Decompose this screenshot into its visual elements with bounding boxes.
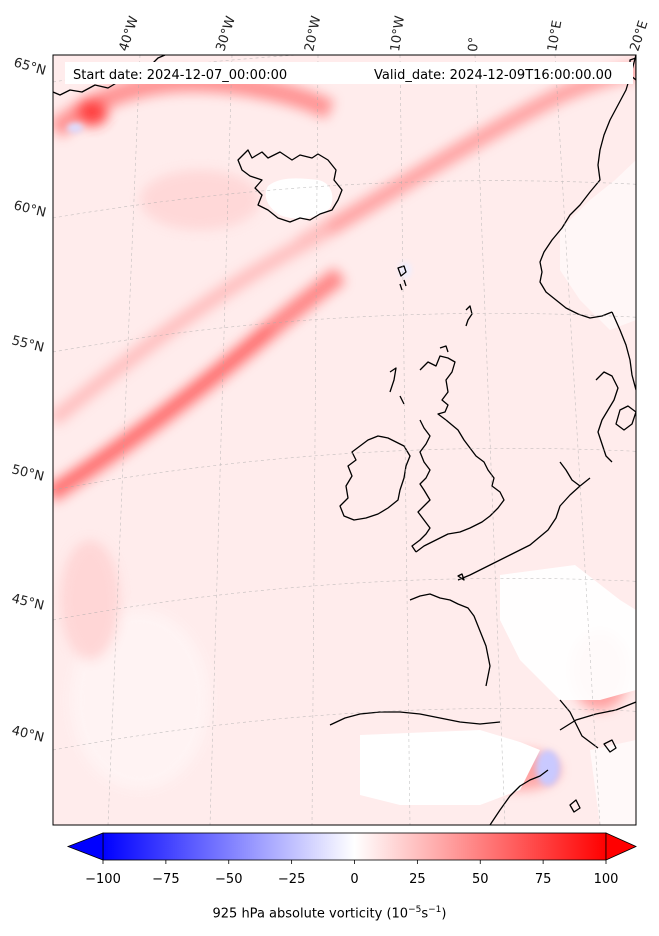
faroe-islands xyxy=(397,265,407,291)
lon-label-0: 0° xyxy=(466,36,482,52)
colorbar-tick-label: −100 xyxy=(85,872,121,887)
channel-coast xyxy=(457,477,591,581)
shetland-islands xyxy=(465,305,473,327)
lat-label-60n: 60°N xyxy=(12,198,47,220)
vorticity-band-lower-core xyxy=(53,325,273,495)
iceland-interior xyxy=(265,178,333,219)
coastlines xyxy=(53,55,636,825)
meridian-20w xyxy=(311,55,319,825)
lon-label-30w: 30°W xyxy=(214,14,239,53)
colorbar-tick-label: 75 xyxy=(535,872,552,887)
lat-label-55n: 55°N xyxy=(10,333,45,355)
colorbar-tick-label: 100 xyxy=(594,872,619,887)
colorbar-tick-label: 0 xyxy=(350,872,358,887)
sweden-coast xyxy=(611,311,636,391)
latitude-labels: 65°N 60°N 55°N 50°N 45°N 40°N xyxy=(10,55,48,745)
france-coast xyxy=(409,593,491,687)
france-interior xyxy=(500,565,636,700)
channel-islands xyxy=(457,573,465,581)
colorbar-tick-label: −25 xyxy=(278,872,305,887)
lon-label-10w: 10°W xyxy=(388,15,408,53)
vorticity-band-diagonal xyxy=(53,223,334,426)
colorbar-label-end: ) xyxy=(441,906,447,922)
vorticity-min-alboran xyxy=(536,750,560,786)
orkney-islands xyxy=(439,345,449,353)
colorbar-tick-label: −50 xyxy=(215,872,242,887)
vorticity-patch-south xyxy=(70,610,210,790)
valid-date-text: Valid_date: 2024-12-09T16:00:00.00 xyxy=(374,68,612,83)
lat-label-50n: 50°N xyxy=(10,462,45,484)
denmark-coast xyxy=(595,371,619,463)
meridian-10w xyxy=(399,55,411,825)
colorbar-body xyxy=(102,832,607,861)
netherlands-coast xyxy=(559,461,581,487)
hebrides-islands xyxy=(389,367,405,405)
land-masks xyxy=(265,160,636,825)
colorbar-label-main: 925 hPa absolute vorticity (10 xyxy=(212,906,409,922)
lat-label-40n: 40°N xyxy=(10,723,45,745)
wales-coast xyxy=(411,419,431,553)
vorticity-patch-west xyxy=(60,540,120,660)
colorbar-tick-label: 50 xyxy=(472,872,489,887)
meridian-0 xyxy=(474,55,506,825)
colorbar-label-mid: s xyxy=(421,906,429,922)
colorbar-extend-max xyxy=(605,832,637,861)
north-africa-interior xyxy=(590,740,636,825)
scotland-coast xyxy=(419,355,456,421)
colorbar-extend-min xyxy=(66,832,104,861)
vorticity-min-west xyxy=(67,123,83,133)
iceland-coast xyxy=(237,149,343,223)
colorbar-tick-label: 25 xyxy=(409,872,426,887)
start-date-text: Start date: 2024-12-07_00:00:00 xyxy=(73,68,287,83)
longitude-labels: 40°W 30°W 20°W 10°W 0° 10°E 20°E xyxy=(117,14,652,53)
lon-label-10e: 10°E xyxy=(545,19,565,52)
lat-label-45n: 45°N xyxy=(10,591,45,613)
lat-label-65n: 65°N xyxy=(12,55,48,78)
vorticity-max-greenland xyxy=(76,98,108,126)
norway-interior xyxy=(560,160,636,330)
map-panel: Start date: 2024-12-07_00:00:00 Valid_da… xyxy=(53,55,636,825)
colorbar-label-exp1: −5 xyxy=(408,905,422,915)
lon-label-20w: 20°W xyxy=(302,14,324,52)
colorbar-tick-label: −75 xyxy=(152,872,179,887)
vorticity-patch-north xyxy=(140,170,260,230)
ireland-coast xyxy=(339,435,411,521)
iberia-north-coast xyxy=(329,711,501,726)
north-africa-coast xyxy=(559,701,636,731)
lon-label-40w: 40°W xyxy=(117,14,142,53)
meridian-40w xyxy=(107,55,141,825)
meridian-10e xyxy=(554,55,601,825)
iberia-south-coast xyxy=(489,769,549,825)
colorbar-label-exp2: −1 xyxy=(428,905,442,915)
england-coast xyxy=(415,419,505,553)
iberia-interior xyxy=(360,730,540,805)
meridian-30w xyxy=(209,55,233,825)
colorbar-ticks: −100 −75 −50 −25 0 25 50 75 100 xyxy=(85,860,618,887)
sardinia-tip xyxy=(569,799,581,813)
graticule xyxy=(53,55,636,825)
header-strip xyxy=(65,62,633,84)
danish-islands-coast xyxy=(615,405,636,431)
colorbar: −100 −75 −50 −25 0 25 50 75 100 xyxy=(66,832,637,887)
mallorca-coast xyxy=(603,739,617,753)
map-frame xyxy=(52,54,637,826)
iberia-east-coast xyxy=(559,699,599,749)
colorbar-label: 925 hPa absolute vorticity (10−5s−1) xyxy=(0,905,659,921)
norway-coast xyxy=(539,55,636,319)
lon-label-20e: 20°E xyxy=(628,19,652,53)
